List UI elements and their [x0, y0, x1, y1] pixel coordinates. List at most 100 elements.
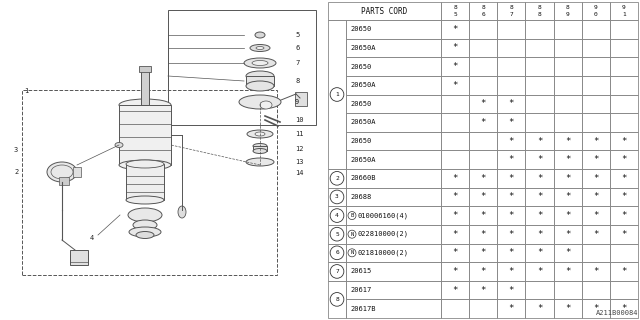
Text: *: *: [593, 155, 598, 164]
Text: *: *: [452, 174, 458, 183]
Bar: [497, 20, 525, 39]
Text: *: *: [565, 248, 570, 257]
Bar: [497, 76, 525, 94]
Text: *: *: [621, 192, 627, 201]
Bar: [554, 244, 582, 262]
Bar: [610, 188, 638, 206]
Text: *: *: [565, 155, 570, 164]
Text: 022810000(2): 022810000(2): [357, 231, 408, 237]
Bar: [554, 39, 582, 57]
Ellipse shape: [115, 142, 123, 148]
Bar: [441, 150, 469, 169]
Bar: [469, 262, 497, 281]
Bar: [441, 94, 469, 113]
Bar: [139, 66, 151, 72]
Text: 20617B: 20617B: [350, 306, 376, 312]
Text: *: *: [621, 137, 627, 146]
Bar: [346, 113, 441, 132]
Text: *: *: [565, 230, 570, 239]
Ellipse shape: [260, 101, 272, 109]
Bar: [346, 132, 441, 150]
Text: *: *: [621, 230, 627, 239]
Bar: [441, 169, 469, 188]
Bar: [582, 132, 610, 150]
Bar: [346, 262, 441, 281]
Text: 4: 4: [90, 235, 94, 241]
Bar: [554, 206, 582, 225]
Bar: [346, 281, 441, 300]
Bar: [73, 167, 81, 177]
Text: *: *: [452, 25, 458, 34]
Bar: [469, 206, 497, 225]
Bar: [328, 169, 346, 188]
Bar: [582, 150, 610, 169]
Text: *: *: [452, 81, 458, 90]
Bar: [328, 281, 346, 318]
Text: *: *: [537, 304, 542, 313]
Text: *: *: [509, 118, 514, 127]
Bar: [610, 169, 638, 188]
Text: *: *: [452, 285, 458, 295]
Bar: [497, 262, 525, 281]
Text: *: *: [537, 137, 542, 146]
Text: *: *: [593, 192, 598, 201]
Bar: [346, 20, 441, 39]
Bar: [554, 225, 582, 244]
Bar: [497, 225, 525, 244]
Bar: [497, 244, 525, 262]
Ellipse shape: [253, 148, 267, 154]
Bar: [525, 300, 554, 318]
Bar: [328, 244, 346, 262]
Bar: [469, 244, 497, 262]
Bar: [554, 281, 582, 300]
Text: 20650: 20650: [350, 26, 371, 32]
Bar: [610, 39, 638, 57]
Text: 6: 6: [295, 45, 300, 51]
Bar: [610, 57, 638, 76]
Bar: [497, 57, 525, 76]
Bar: [497, 206, 525, 225]
Bar: [497, 300, 525, 318]
Bar: [346, 188, 441, 206]
Bar: [141, 70, 149, 105]
Text: 8: 8: [453, 5, 457, 10]
Bar: [469, 132, 497, 150]
Text: 20650A: 20650A: [350, 82, 376, 88]
Bar: [328, 188, 346, 206]
Bar: [469, 2, 497, 20]
Text: 13: 13: [295, 159, 303, 165]
Text: 20660B: 20660B: [350, 175, 376, 181]
Bar: [554, 113, 582, 132]
Text: 20615: 20615: [350, 268, 371, 275]
Bar: [582, 94, 610, 113]
Bar: [469, 281, 497, 300]
Bar: [441, 244, 469, 262]
Bar: [441, 281, 469, 300]
Ellipse shape: [252, 60, 268, 66]
Text: *: *: [452, 192, 458, 201]
Bar: [582, 188, 610, 206]
Bar: [554, 57, 582, 76]
Text: *: *: [537, 174, 542, 183]
Bar: [328, 20, 346, 169]
Bar: [582, 76, 610, 94]
Text: *: *: [537, 267, 542, 276]
Bar: [59, 177, 69, 185]
Bar: [525, 94, 554, 113]
Text: *: *: [593, 230, 598, 239]
Bar: [554, 262, 582, 281]
Bar: [525, 225, 554, 244]
Bar: [328, 262, 346, 281]
Text: 9: 9: [566, 12, 570, 18]
Bar: [441, 113, 469, 132]
Text: 5: 5: [335, 232, 339, 237]
Bar: [497, 188, 525, 206]
Text: 20650: 20650: [350, 64, 371, 69]
Text: 12: 12: [295, 146, 303, 152]
Text: 7: 7: [335, 269, 339, 274]
Bar: [246, 76, 274, 86]
Text: 2: 2: [335, 176, 339, 181]
Bar: [346, 225, 441, 244]
Text: *: *: [565, 137, 570, 146]
Text: *: *: [621, 155, 627, 164]
